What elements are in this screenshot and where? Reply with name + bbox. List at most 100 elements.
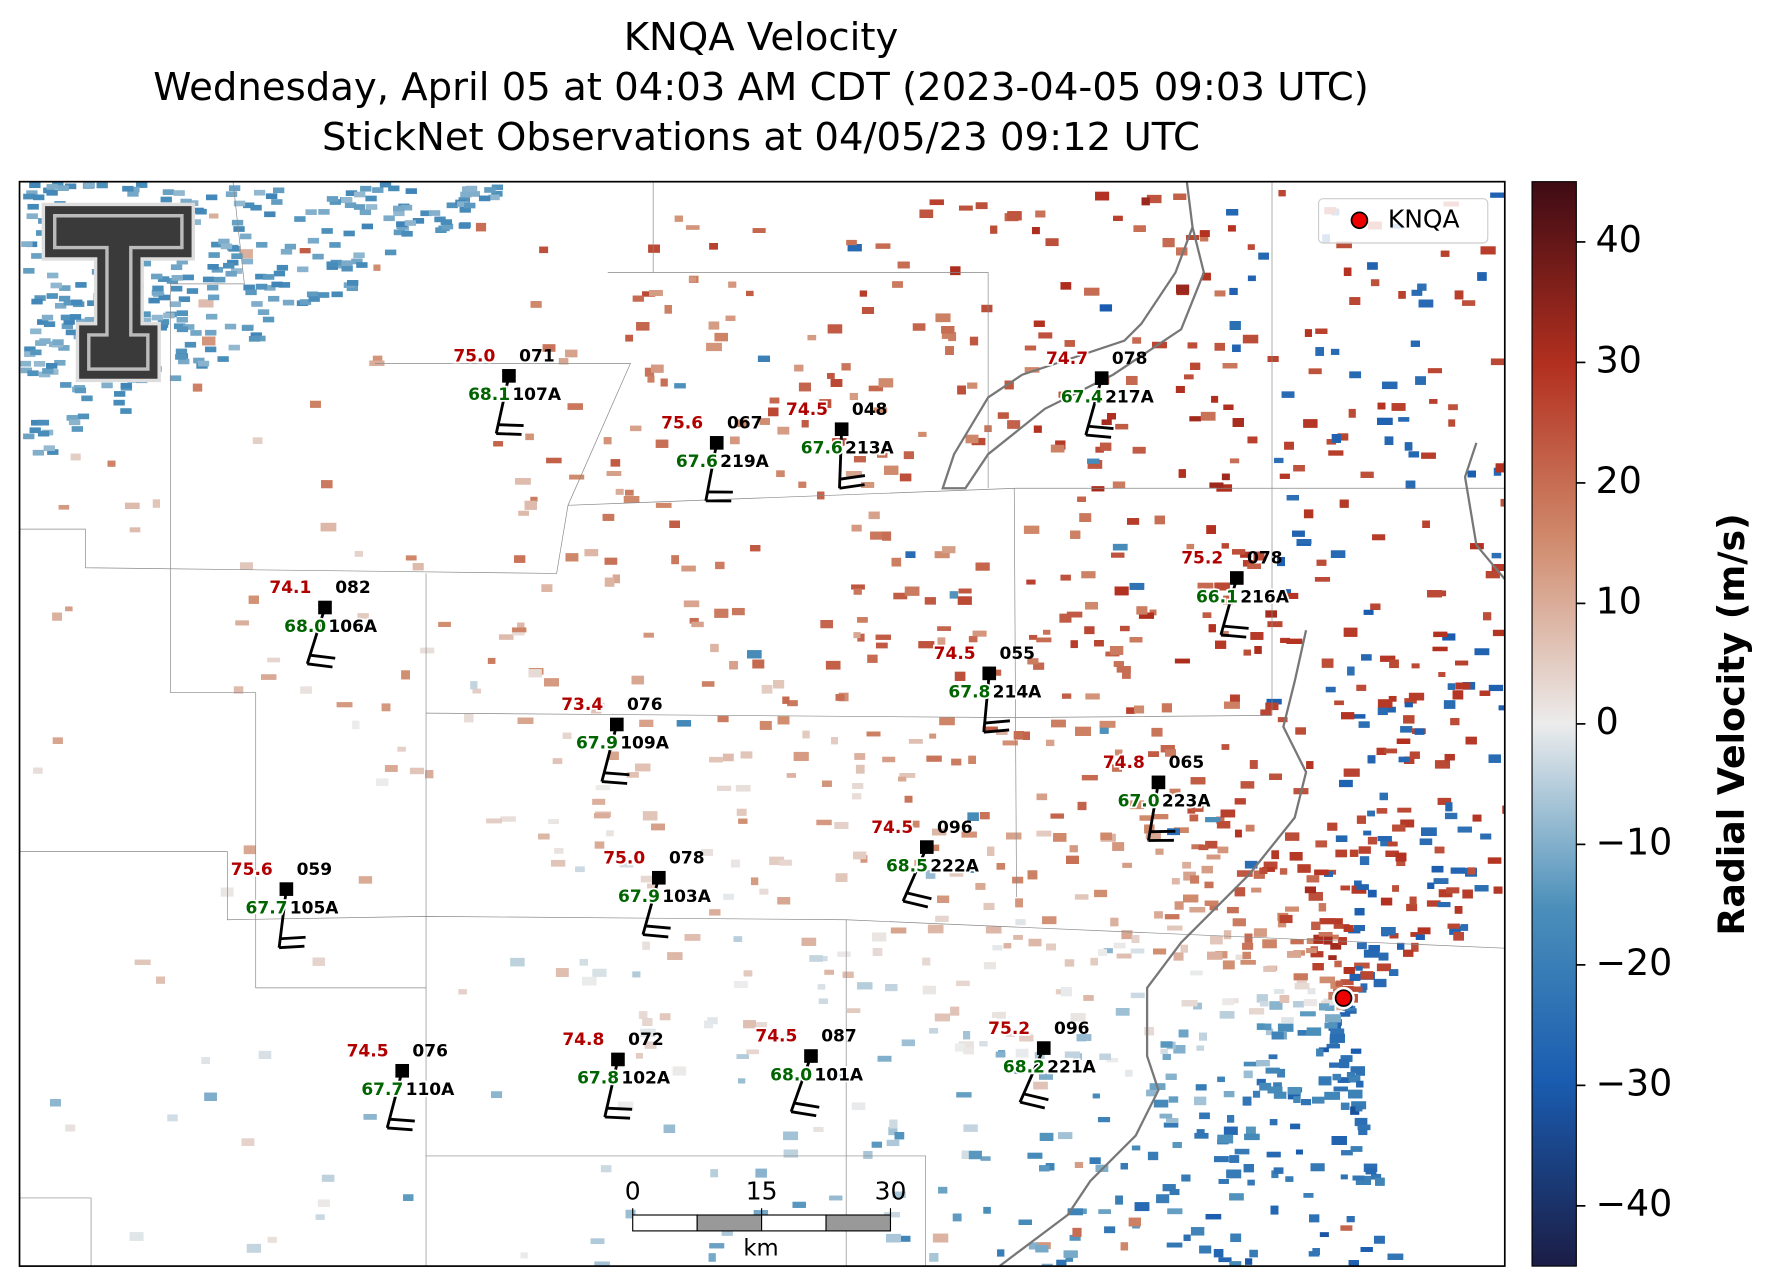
radar-gate (1015, 919, 1026, 926)
radar-gate (1061, 693, 1072, 699)
radar-gate (1269, 1001, 1283, 1010)
radar-gate (58, 345, 70, 351)
radar-gate (1271, 1031, 1284, 1040)
station-marker (611, 1052, 625, 1067)
radar-gate (267, 295, 280, 302)
radar-gate (1234, 887, 1246, 897)
radar-gate (1438, 889, 1453, 898)
radar-gate (1200, 411, 1216, 421)
radar-gate (412, 218, 425, 224)
radar-site (1334, 989, 1353, 1007)
radar-gate (1355, 1105, 1363, 1112)
radar-gate (708, 1253, 716, 1262)
radar-gate (1069, 1234, 1081, 1241)
radar-gate (783, 1149, 799, 1158)
radar-gate (1144, 1026, 1155, 1036)
barb-flag (1220, 633, 1247, 639)
radar-gate (1409, 896, 1417, 906)
radar-gate (446, 202, 458, 209)
radar-gate (1060, 574, 1071, 581)
radar-gate (1050, 813, 1064, 819)
radar-gate (1242, 560, 1254, 567)
radar-gate (1042, 916, 1057, 925)
radar-gate (321, 480, 333, 489)
radar-gate (1223, 595, 1234, 605)
radar-gate (1133, 225, 1146, 232)
radar-gate (1100, 832, 1112, 840)
radar-gate (1181, 1000, 1198, 1007)
radar-gate (31, 298, 43, 305)
radar-gate (401, 670, 410, 680)
radar-gate (1211, 395, 1219, 403)
radar-gate (1432, 646, 1448, 652)
radar-gate (908, 738, 923, 744)
radar-gate (565, 349, 578, 358)
wind-direction: 082 (335, 578, 371, 598)
radar-gate (544, 678, 559, 687)
radar-gate (1355, 966, 1363, 971)
radar-gate (746, 290, 754, 297)
logo-inner (53, 214, 184, 371)
county-line (170, 181, 245, 568)
radar-gate (120, 382, 132, 389)
radar-gate (1240, 781, 1255, 789)
radar-gate (50, 282, 62, 289)
radar-gate (1360, 983, 1368, 990)
radar-gate (1312, 963, 1324, 971)
radar-gate (47, 272, 59, 279)
radar-gate (87, 300, 99, 307)
radar-gate (1315, 328, 1328, 334)
radar-gate (867, 654, 878, 663)
radar-gate (68, 419, 81, 426)
radar-gate (1191, 805, 1204, 812)
radar-gate (1453, 931, 1465, 941)
radar-gate (894, 1131, 905, 1140)
radar-gate (1131, 1145, 1141, 1151)
radar-gate (384, 765, 398, 772)
radar-gate (846, 239, 857, 246)
radar-gate (490, 1091, 503, 1099)
radar-gate (412, 563, 424, 571)
radar-gate (460, 191, 472, 198)
radar-gate (1450, 867, 1466, 874)
radar-gate (1193, 1096, 1207, 1106)
radar-gate (1183, 871, 1196, 881)
radar-gate (1482, 612, 1492, 621)
radar-gate (465, 185, 478, 192)
radar-gate (240, 233, 252, 240)
radar-gate (365, 195, 377, 202)
radar-gate (365, 204, 378, 210)
radar-gate (1406, 903, 1418, 912)
radar-gate (623, 495, 640, 503)
radar-gate (1190, 362, 1201, 370)
radar-gate (1426, 900, 1441, 907)
radar-gate (96, 182, 108, 189)
station-id: 102A (621, 1069, 671, 1089)
radar-gate (63, 299, 75, 306)
radar-gate (1169, 788, 1181, 795)
radar-gate (256, 241, 268, 248)
radar-gate (1374, 1235, 1385, 1244)
radar-gate (1196, 1045, 1205, 1051)
scale-segment (632, 1214, 698, 1232)
legend-box (1317, 198, 1489, 244)
radar-gate (182, 274, 194, 281)
radar-gate (1321, 658, 1334, 668)
river (1463, 442, 1505, 580)
radar-gate (912, 323, 926, 331)
radar-gate (1229, 1193, 1244, 1201)
radar-gate (1004, 380, 1014, 390)
radar-gate (265, 193, 278, 200)
radar-gate (1015, 1048, 1029, 1058)
barb-flag (1223, 624, 1249, 630)
radar-gate (792, 1201, 806, 1208)
radar-gate (134, 959, 151, 965)
radar-gate (46, 189, 58, 196)
radar-gate (1353, 925, 1366, 932)
radar-gate (1452, 690, 1464, 700)
radar-gate (1365, 1168, 1377, 1175)
radar-gate (201, 1057, 210, 1064)
